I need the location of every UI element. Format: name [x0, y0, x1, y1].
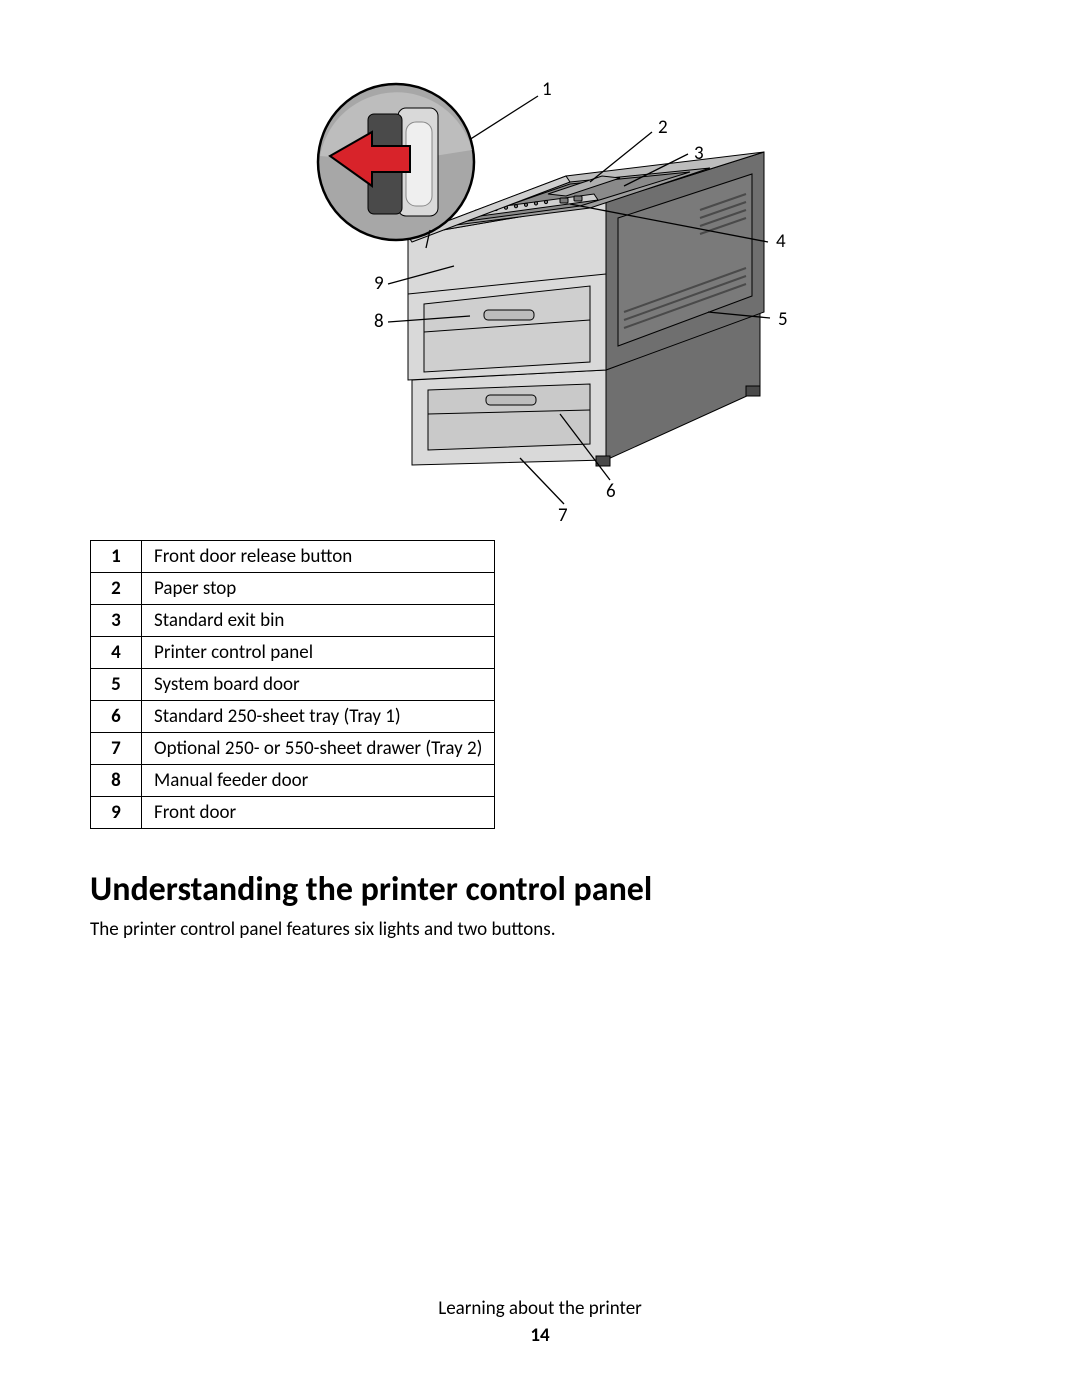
part-label: Printer control panel — [142, 637, 495, 669]
footer-section-title: Learning about the printer — [0, 1297, 1080, 1320]
part-num: 1 — [91, 541, 142, 573]
section-body: The printer control panel features six l… — [90, 918, 990, 941]
part-label: Paper stop — [142, 573, 495, 605]
callout-9: 9 — [374, 272, 384, 295]
parts-table: 1 Front door release button 2 Paper stop… — [90, 540, 495, 829]
part-num: 3 — [91, 605, 142, 637]
callout-8: 8 — [374, 310, 384, 333]
callout-2: 2 — [658, 116, 668, 139]
printer-diagram-container: 1 2 3 4 5 6 7 8 9 — [90, 60, 990, 520]
part-label: Manual feeder door — [142, 765, 495, 797]
table-row: 5 System board door — [91, 669, 495, 701]
part-label: System board door — [142, 669, 495, 701]
printer-svg — [260, 60, 820, 520]
part-label: Standard 250-sheet tray (Tray 1) — [142, 701, 495, 733]
part-num: 2 — [91, 573, 142, 605]
callout-1: 1 — [542, 78, 552, 101]
part-num: 9 — [91, 797, 142, 829]
table-row: 1 Front door release button — [91, 541, 495, 573]
section-heading: Understanding the printer control panel — [90, 869, 990, 910]
table-row: 6 Standard 250-sheet tray (Tray 1) — [91, 701, 495, 733]
callout-6: 6 — [606, 480, 616, 503]
part-num: 8 — [91, 765, 142, 797]
part-label: Front door release button — [142, 541, 495, 573]
table-row: 2 Paper stop — [91, 573, 495, 605]
part-num: 7 — [91, 733, 142, 765]
page-footer: Learning about the printer 14 — [0, 1297, 1080, 1347]
part-label: Optional 250- or 550-sheet drawer (Tray … — [142, 733, 495, 765]
part-label: Standard exit bin — [142, 605, 495, 637]
part-num: 4 — [91, 637, 142, 669]
table-row: 7 Optional 250- or 550-sheet drawer (Tra… — [91, 733, 495, 765]
table-row: 9 Front door — [91, 797, 495, 829]
printer-diagram: 1 2 3 4 5 6 7 8 9 — [260, 60, 820, 520]
parts-table-body: 1 Front door release button 2 Paper stop… — [91, 541, 495, 829]
part-num: 5 — [91, 669, 142, 701]
table-row: 8 Manual feeder door — [91, 765, 495, 797]
footer-page-number: 14 — [0, 1324, 1080, 1347]
part-label: Front door — [142, 797, 495, 829]
table-row: 3 Standard exit bin — [91, 605, 495, 637]
part-num: 6 — [91, 701, 142, 733]
callout-7: 7 — [558, 504, 568, 527]
callout-5: 5 — [778, 308, 788, 331]
callout-4: 4 — [776, 230, 786, 253]
callout-3: 3 — [694, 142, 704, 165]
table-row: 4 Printer control panel — [91, 637, 495, 669]
